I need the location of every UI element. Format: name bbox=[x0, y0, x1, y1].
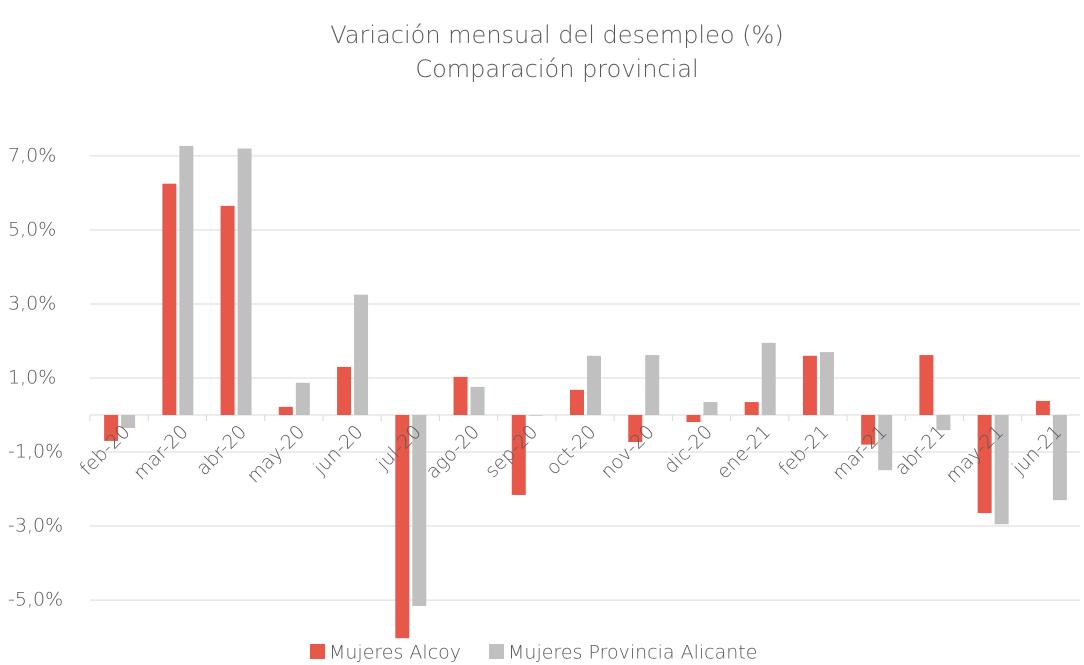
bar bbox=[802, 355, 817, 416]
bar bbox=[237, 148, 252, 416]
bar bbox=[395, 415, 410, 639]
y-tick-label: 3,0% bbox=[8, 292, 56, 314]
bar bbox=[470, 386, 485, 416]
bar bbox=[412, 415, 427, 606]
bar bbox=[162, 183, 177, 416]
bar bbox=[121, 415, 136, 428]
bar bbox=[861, 415, 876, 445]
bar bbox=[761, 342, 776, 416]
x-tick-label: feb-21 bbox=[774, 421, 833, 480]
bar bbox=[645, 355, 660, 416]
bar bbox=[744, 402, 759, 416]
y-tick-label: 1,0% bbox=[8, 366, 56, 388]
y-tick-label: -3,0% bbox=[8, 515, 63, 537]
bar bbox=[453, 376, 468, 416]
bar bbox=[337, 366, 352, 416]
x-tick-label: jun-20 bbox=[309, 421, 368, 480]
bar bbox=[179, 145, 194, 416]
bar bbox=[977, 415, 992, 514]
y-tick-label: -1,0% bbox=[8, 441, 63, 463]
bar bbox=[1052, 415, 1067, 501]
bar bbox=[878, 415, 893, 471]
bar bbox=[919, 355, 934, 416]
bar bbox=[819, 352, 834, 416]
bar bbox=[628, 415, 643, 443]
legend-label: Mujeres Alcoy bbox=[329, 642, 461, 664]
chart-title: Variación mensual del desempleo (%) bbox=[330, 21, 783, 49]
bar bbox=[220, 205, 235, 416]
chart-subtitle: Comparación provincial bbox=[415, 55, 698, 83]
bar bbox=[703, 402, 718, 416]
bar bbox=[936, 415, 951, 431]
bar bbox=[511, 415, 526, 495]
bar bbox=[278, 406, 293, 416]
x-tick-label: mar-20 bbox=[129, 421, 192, 484]
x-tick-label: abr-21 bbox=[891, 421, 950, 480]
legend-label: Mujeres Provincia Alicante bbox=[508, 642, 757, 664]
legend-swatch bbox=[310, 644, 325, 659]
x-tick-label: dic-20 bbox=[660, 421, 717, 478]
bar bbox=[295, 382, 310, 416]
x-tick-label: may-20 bbox=[243, 421, 310, 488]
bar bbox=[528, 415, 543, 416]
bar bbox=[686, 415, 701, 423]
y-tick-label: 5,0% bbox=[8, 218, 56, 240]
x-tick-label: oct-20 bbox=[542, 421, 600, 479]
bar bbox=[587, 355, 601, 416]
bar bbox=[570, 389, 584, 416]
y-tick-label: -5,0% bbox=[8, 589, 63, 611]
bar bbox=[354, 294, 369, 416]
y-tick-label: 7,0% bbox=[8, 144, 56, 166]
bar bbox=[994, 415, 1009, 525]
bar bbox=[104, 415, 119, 441]
legend-swatch bbox=[489, 644, 505, 659]
bar bbox=[1035, 400, 1050, 416]
x-tick-label: abr-20 bbox=[192, 421, 251, 480]
